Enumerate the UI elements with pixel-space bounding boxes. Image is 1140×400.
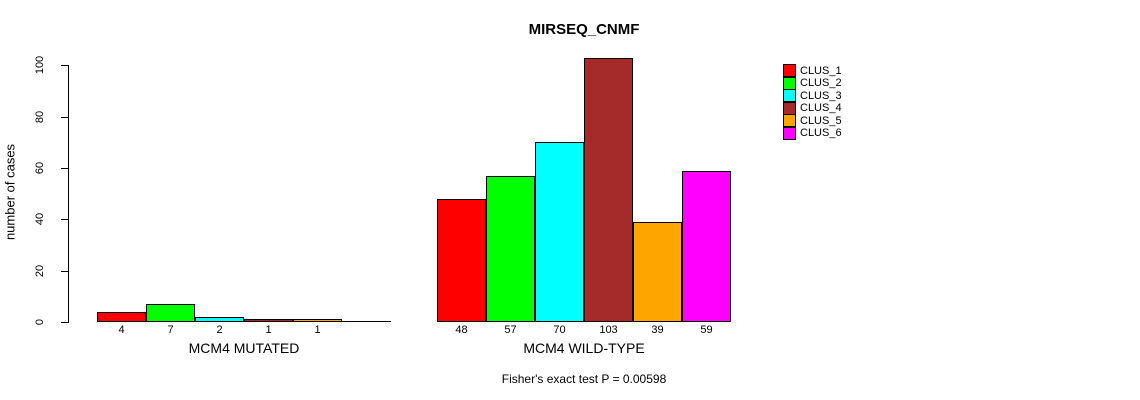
legend-label-clus_1: CLUS_1	[800, 64, 842, 77]
bar-value-label: 70	[553, 324, 566, 336]
bar-value-label: 2	[216, 324, 223, 336]
y-tick-label: 40	[34, 212, 46, 226]
legend-label-clus_5: CLUS_5	[800, 114, 842, 127]
bar-clus_1-mutated	[97, 312, 146, 322]
y-tick-label: 0	[34, 318, 46, 326]
bar-clus_6-wildtype	[682, 171, 731, 322]
bar-value-label: 48	[455, 324, 468, 336]
x-axis-title-wildtype: MCM4 WILD-TYPE	[523, 340, 645, 356]
y-axis-line	[68, 65, 69, 323]
y-tick	[61, 219, 68, 220]
bar-clus_5-mutated	[293, 319, 342, 322]
bar-value-label: 59	[700, 324, 713, 336]
bar-value-label: 1	[265, 324, 272, 336]
legend-label-clus_2: CLUS_2	[800, 77, 842, 89]
legend-swatch-clus_6	[783, 126, 796, 140]
y-tick	[61, 271, 68, 272]
legend-label-clus_3: CLUS_3	[800, 89, 842, 102]
bar-value-label: 4	[118, 324, 125, 336]
x-axis-title-mutated: MCM4 MUTATED	[188, 340, 300, 356]
legend-label-clus_6: CLUS_6	[800, 127, 842, 139]
bar-value-label: 1	[314, 324, 321, 336]
bar-clus_3-mutated	[195, 317, 244, 322]
legend-swatch-clus_5	[783, 114, 796, 127]
legend-swatch-clus_2	[783, 76, 796, 90]
y-axis-label: number of cases	[2, 143, 18, 241]
y-tick-label: 60	[34, 161, 46, 175]
y-tick-label: 80	[34, 110, 46, 124]
bar-value-label: 103	[599, 324, 618, 336]
y-tick-label: 20	[34, 264, 46, 278]
y-tick	[61, 65, 68, 66]
bar-clus_2-wildtype	[486, 176, 535, 322]
legend-swatch-clus_1	[783, 64, 796, 77]
fisher-test-caption: Fisher's exact test P = 0.00598	[501, 372, 667, 386]
y-tick	[61, 117, 68, 118]
bar-value-label: 39	[651, 324, 664, 336]
bar-value-label: 57	[504, 324, 517, 336]
y-tick	[61, 322, 68, 323]
bar-value-label: 7	[167, 324, 174, 336]
y-tick-label: 100	[34, 55, 46, 75]
y-tick	[61, 168, 68, 169]
bar-clus_2-mutated	[146, 304, 195, 322]
bar-clus_6-mutated	[342, 321, 391, 322]
legend-swatch-clus_4	[783, 101, 796, 115]
chart-title: MIRSEQ_CNMF	[528, 21, 640, 38]
legend-swatch-clus_3	[783, 89, 796, 102]
bar-clus_3-wildtype	[535, 142, 584, 322]
bar-clus_5-wildtype	[633, 222, 682, 322]
bar-clus_1-wildtype	[437, 199, 486, 322]
bar-clus_4-wildtype	[584, 58, 633, 322]
legend-label-clus_4: CLUS_4	[800, 102, 842, 114]
bar-clus_4-mutated	[244, 319, 293, 322]
